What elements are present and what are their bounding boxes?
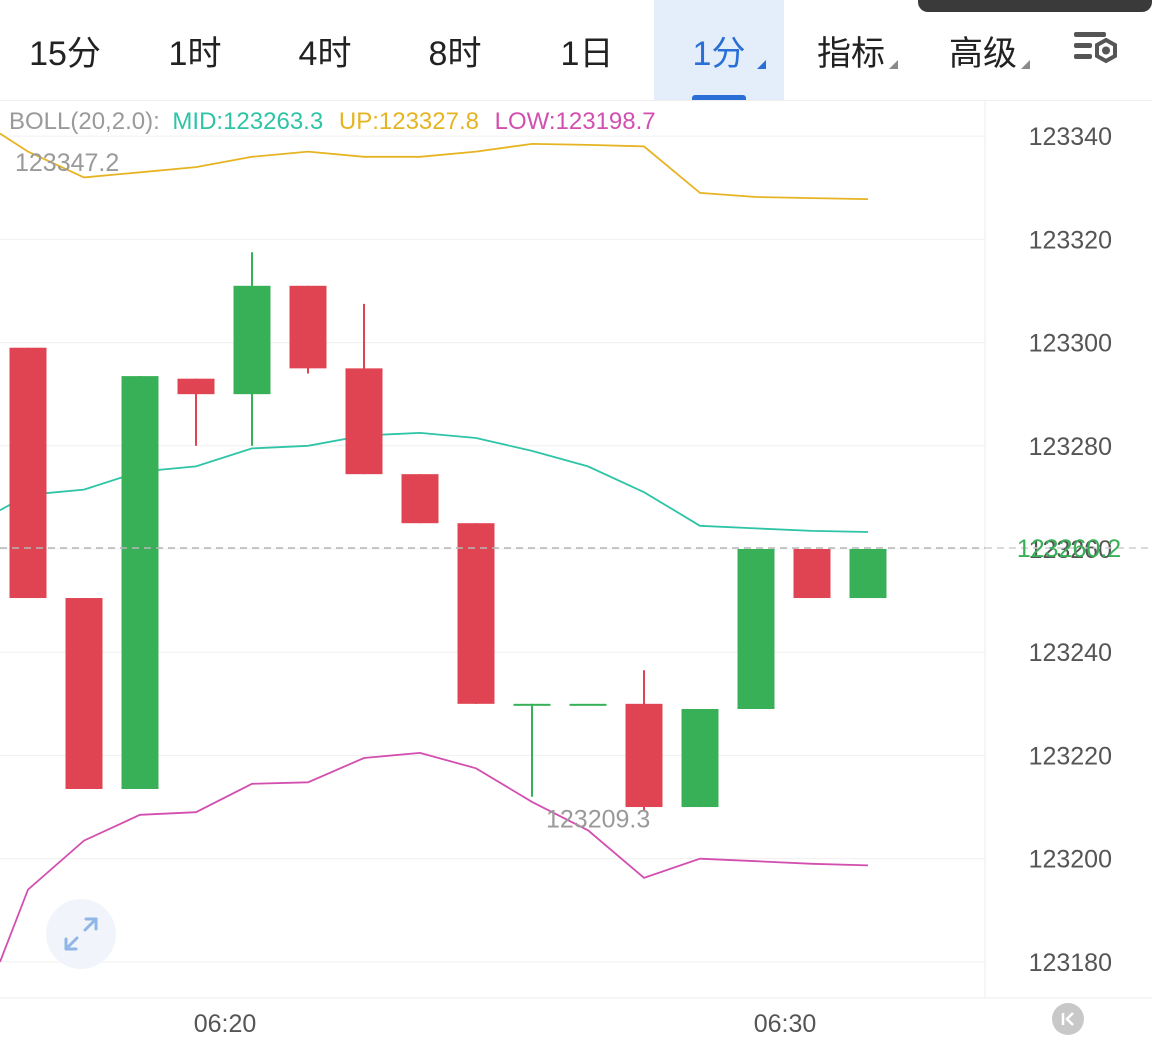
tab-1m[interactable]: 1分 — [654, 0, 784, 100]
dropdown-triangle-icon — [1021, 60, 1030, 69]
candle-body — [65, 598, 103, 789]
active-tab-indicator — [692, 95, 746, 100]
scroll-to-latest-icon — [1061, 1012, 1074, 1026]
tab-advanced[interactable]: 高级 — [918, 0, 1048, 100]
candle-body — [681, 708, 719, 808]
price-tick-label: 123260 — [1029, 536, 1112, 564]
price-tick-label: 123180 — [1029, 949, 1112, 977]
candle-body — [9, 347, 47, 599]
price-tick-label: 123300 — [1029, 330, 1112, 358]
boll-up-line — [0, 132, 869, 200]
tab-label: 1时 — [168, 34, 222, 73]
tab-label: 指标 — [817, 34, 885, 73]
price-tick-label: 123200 — [1029, 846, 1112, 874]
tab-1h[interactable]: 1时 — [130, 0, 260, 100]
candle-body — [401, 474, 439, 524]
current-price-marker: 123260.2 — [0, 535, 1152, 563]
tab-label: 15分 — [29, 34, 101, 73]
tab-15m[interactable]: 15分 — [0, 0, 130, 100]
min-price-label: 123209.3 — [546, 805, 650, 833]
tab-label: 4时 — [298, 34, 352, 73]
tooltip-overlay — [918, 0, 1152, 12]
dropdown-triangle-icon — [757, 60, 766, 69]
candles — [9, 252, 887, 811]
boll-mid-value: MID:123263.3 — [172, 108, 323, 135]
scroll-to-latest-button[interactable] — [1052, 1003, 1084, 1035]
boll-name: BOLL(20,2.0): — [9, 108, 160, 135]
chart-settings-button[interactable] — [1068, 26, 1128, 76]
current-price-label: 123260.2 — [1017, 535, 1121, 563]
chart-settings-icon — [1074, 32, 1117, 64]
price-axis: 123340 123320 123300 123280 123260 123240 1232… — [1029, 123, 1112, 977]
dropdown-triangle-icon — [889, 60, 898, 69]
candle-body — [289, 285, 327, 369]
price-tick-label: 123240 — [1029, 639, 1112, 667]
boll-low-value: LOW:123198.7 — [495, 108, 656, 135]
candle-body — [233, 285, 271, 395]
max-price-label: 123347.2 — [15, 149, 119, 177]
tab-label: 1分 — [692, 34, 746, 73]
candle-body — [625, 703, 663, 808]
time-tick-label: 06:20 — [194, 1010, 257, 1034]
candle-body — [569, 703, 607, 706]
time-axis: 06:20 06:30 — [194, 1010, 817, 1034]
tab-indicators[interactable]: 指标 — [786, 0, 916, 100]
price-tick-label: 123220 — [1029, 742, 1112, 770]
tab-label: 1日 — [560, 34, 614, 73]
tab-label: 8时 — [428, 34, 482, 73]
candle-body — [121, 376, 159, 789]
price-tick-label: 123340 — [1029, 123, 1112, 151]
candlestick-chart[interactable]: 123340 123320 123300 123280 123260 123240 1232… — [0, 100, 1152, 1034]
expand-chart-button[interactable] — [46, 899, 116, 969]
candle-body — [793, 549, 831, 599]
candle-body — [177, 378, 215, 395]
boll-low-line — [0, 751, 869, 963]
boll-up-value: UP:123327.8 — [339, 108, 479, 135]
extreme-labels: 123347.2 123209.3 — [15, 149, 650, 833]
tab-1d[interactable]: 1日 — [522, 0, 652, 100]
tab-8h[interactable]: 8时 — [390, 0, 520, 100]
candle-body — [457, 523, 495, 704]
timeframe-toolbar: 15分 1时 4时 8时 1日 1分 指标 高级 — [0, 0, 1152, 100]
candle-body — [345, 368, 383, 475]
bollinger-bands — [0, 132, 869, 963]
tab-4h[interactable]: 4时 — [260, 0, 390, 100]
price-tick-label: 123320 — [1029, 226, 1112, 254]
candle-body — [513, 703, 551, 706]
candle-body — [849, 549, 887, 599]
boll-legend: BOLL(20,2.0): MID:123263.3 UP:123327.8 L… — [9, 108, 656, 135]
price-tick-label: 123280 — [1029, 433, 1112, 461]
candle-body — [737, 549, 775, 709]
expand-arrows-icon — [64, 917, 98, 951]
tab-label: 高级 — [949, 34, 1017, 73]
boll-mid-line — [0, 431, 869, 533]
time-tick-label: 06:30 — [754, 1010, 817, 1034]
